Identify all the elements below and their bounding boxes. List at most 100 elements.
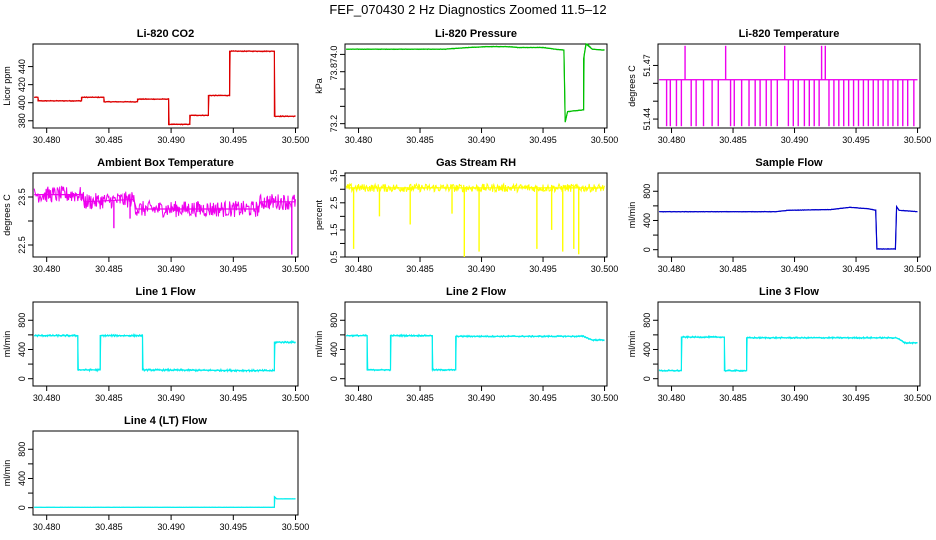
x-tick-label: 30.495 [842, 393, 870, 403]
chart-panel-4: Ambient Box Temperature 30.480 30.485 30.49… [2, 157, 309, 274]
chart-title: Line 3 Flow [759, 286, 819, 298]
x-tick-label: 30.490 [157, 135, 185, 145]
plot-frame [657, 172, 921, 258]
y-tick-label: 0 [642, 247, 652, 252]
y-tick-label: 23.5 [17, 188, 27, 206]
series-line [346, 42, 605, 123]
x-tick-label: 30.490 [781, 393, 809, 403]
chart-title: Line 1 Flow [136, 286, 196, 298]
plot-frame [32, 43, 299, 129]
series-noise [658, 335, 918, 373]
x-tick-label: 30.490 [468, 393, 496, 403]
series-line [346, 335, 605, 371]
x-tick-label: 30.500 [904, 264, 932, 274]
y-tick-label: 400 [17, 95, 27, 110]
series-noise [346, 333, 605, 373]
plot-frame [32, 430, 299, 516]
y-tick-label: 400 [329, 342, 339, 357]
x-tick-label: 30.480 [33, 522, 61, 532]
x-tick-label: 30.485 [406, 393, 434, 403]
series-line [659, 204, 918, 250]
series-line [659, 336, 918, 372]
plot-frame [344, 43, 608, 129]
y-tick-label: 0.5 [329, 251, 339, 264]
y-axis-label: degrees C [2, 194, 12, 236]
y-tick-label: 1.5 [329, 224, 339, 237]
y-tick-label: 800 [642, 184, 652, 199]
x-tick-label: 30.485 [406, 264, 434, 274]
y-tick-label: 800 [329, 313, 339, 328]
x-tick-label: 30.495 [529, 393, 557, 403]
y-tick-label: 0 [329, 376, 339, 381]
x-tick-label: 30.500 [904, 135, 932, 145]
series-noise [34, 333, 296, 373]
x-tick-label: 30.500 [591, 135, 619, 145]
x-tick-label: 30.485 [719, 393, 747, 403]
chart-title: Sample Flow [755, 157, 823, 169]
x-tick-label: 30.485 [95, 522, 123, 532]
chart-panel-8: Line 2 Flow 30.480 30.485 30.490 30.495 30.50… [314, 286, 618, 403]
x-tick-label: 30.490 [157, 264, 185, 274]
x-tick-label: 30.490 [468, 135, 496, 145]
x-tick-label: 30.480 [658, 393, 686, 403]
x-tick-label: 30.495 [842, 264, 870, 274]
series-noise [33, 185, 296, 218]
x-tick-label: 30.495 [842, 135, 870, 145]
x-tick-label: 30.490 [468, 264, 496, 274]
x-tick-label: 30.490 [781, 264, 809, 274]
chart-title: Li-820 Temperature [739, 28, 840, 40]
chart-title: Li-820 Pressure [435, 28, 517, 40]
y-tick-label: 73.2 [329, 115, 339, 133]
x-tick-label: 30.480 [33, 135, 61, 145]
series-noise [345, 182, 605, 194]
chart-title: Line 2 Flow [446, 286, 506, 298]
x-tick-label: 30.480 [345, 393, 373, 403]
x-tick-label: 30.490 [781, 135, 809, 145]
x-tick-label: 30.500 [282, 522, 310, 532]
y-tick-label: 2.5 [329, 197, 339, 210]
y-axis-label: Licor ppm [2, 66, 12, 106]
chart-panel-3: Li-820 Temperature 30.480 30.485 30.490 30.4… [627, 28, 931, 145]
x-tick-label: 30.485 [95, 393, 123, 403]
series-noise [345, 43, 605, 123]
y-tick-label: 800 [642, 313, 652, 328]
chart-panel-7: Line 1 Flow 30.480 30.485 30.490 30.495 30.50… [2, 286, 309, 403]
y-tick-label: 420 [17, 77, 27, 92]
y-tick-label: 400 [17, 342, 27, 357]
x-tick-label: 30.500 [591, 264, 619, 274]
series-line [34, 335, 296, 372]
x-tick-label: 30.485 [719, 135, 747, 145]
x-tick-label: 30.495 [220, 522, 248, 532]
y-tick-label: 400 [17, 471, 27, 486]
chart-title: Line 4 (LT) Flow [124, 415, 207, 427]
y-tick-label: 51.44 [642, 108, 652, 131]
y-tick-label: 0 [17, 376, 27, 381]
x-tick-label: 30.500 [591, 393, 619, 403]
x-tick-label: 30.495 [529, 264, 557, 274]
y-tick-label: 74.0 [329, 46, 339, 64]
chart-title: Gas Stream RH [436, 157, 516, 169]
y-axis-label: ml/min [314, 331, 324, 358]
chart-panel-1: Li-820 CO2 30.480 30.485 30.490 30.495 30.500… [2, 28, 309, 145]
chart-panel-6: Sample Flow 30.480 30.485 30.490 30.495 30.50… [627, 157, 931, 274]
x-tick-label: 30.480 [345, 135, 373, 145]
plot-frame [657, 301, 921, 387]
y-tick-label: 380 [17, 113, 27, 128]
y-tick-label: 3.5 [329, 169, 339, 182]
chart-panel-2: Li-820 Pressure 30.480 30.485 30.490 30.495 3… [314, 28, 618, 145]
page-title: FEF_070430 2 Hz Diagnostics Zoomed 11.5–… [329, 2, 607, 17]
x-tick-label: 30.485 [95, 264, 123, 274]
y-tick-label: 400 [642, 342, 652, 357]
x-tick-label: 30.490 [157, 522, 185, 532]
chart-title: Li-820 CO2 [137, 28, 194, 40]
y-tick-label: 400 [642, 213, 652, 228]
x-tick-label: 30.495 [220, 264, 248, 274]
series-line [34, 50, 296, 125]
x-tick-label: 30.485 [719, 264, 747, 274]
y-axis-label: ml/min [627, 331, 637, 358]
chart-panel-5: Gas Stream RH 30.480 30.485 30.490 30.495 30.… [314, 157, 618, 274]
x-tick-label: 30.490 [157, 393, 185, 403]
plot-frame [344, 301, 608, 387]
y-tick-label: 0 [17, 505, 27, 510]
